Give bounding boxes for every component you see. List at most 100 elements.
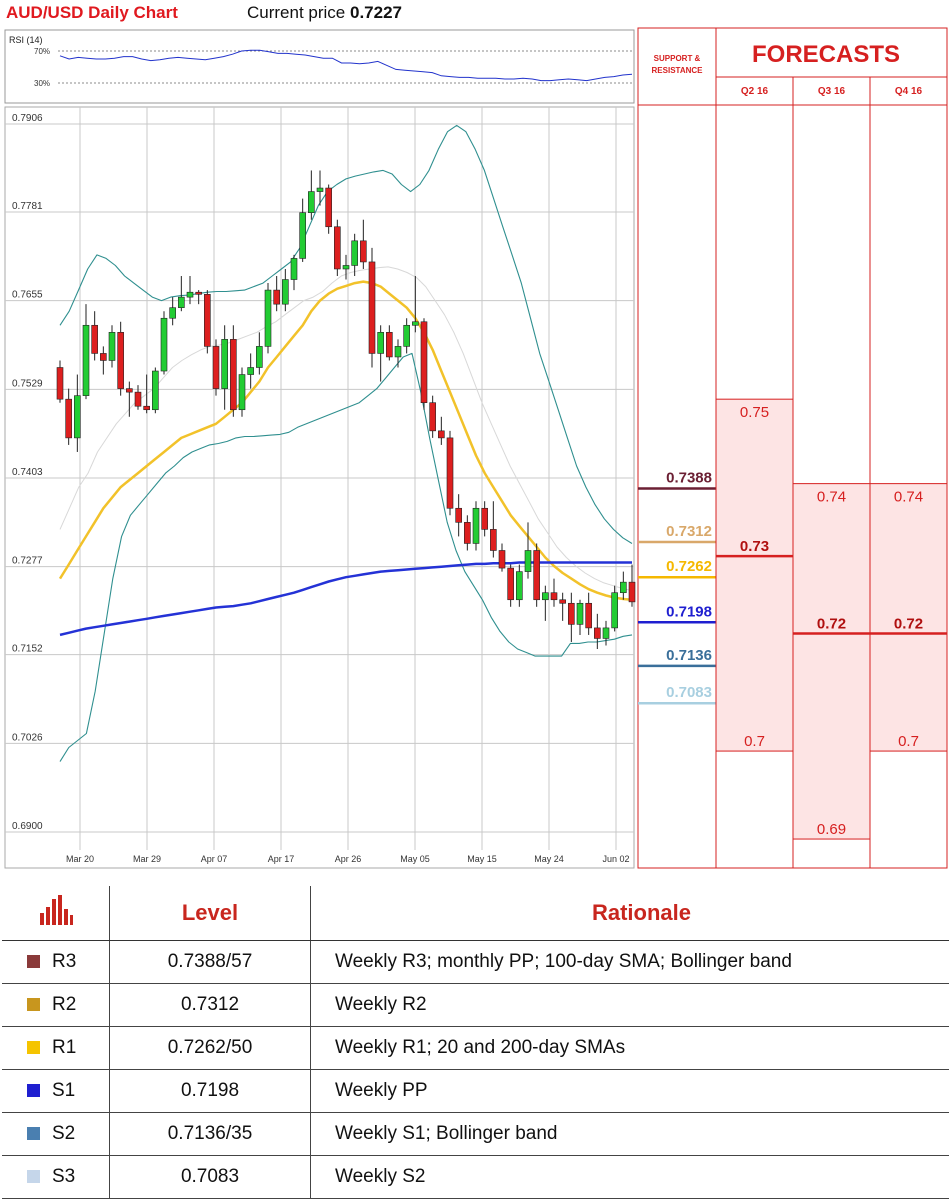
sr-level-label: 0.7262 [666,558,712,575]
candle [576,599,584,635]
candle-body [247,367,254,375]
candle-body [542,592,549,601]
candle [542,585,549,621]
candle [230,325,237,417]
candle [559,592,566,621]
sr-header-line2: RESISTANCE [652,66,704,75]
candle [325,184,332,234]
row-tag: R3 [2,940,110,984]
candle-body [56,367,64,400]
sr-level-label: 0.7136 [666,647,712,664]
candle [368,247,376,368]
forecast-high-label: 0.75 [740,404,769,421]
y-tick-label: 0.7529 [12,378,43,389]
table-row: R2 0.7312 Weekly R2 [2,983,949,1027]
candle-body [126,388,133,393]
candle-body [117,332,124,389]
x-tick-label: Mar 29 [133,854,161,864]
candle-body [221,339,228,389]
table-row: R1 0.7262/50 Weekly R1; 20 and 200-day SMA… [2,1026,949,1070]
candle-body [559,599,566,604]
candle-body [377,332,384,354]
candle-body [264,289,272,347]
candle [282,268,289,312]
candle-body [273,289,280,305]
forecast-low-label: 0.7 [744,733,765,750]
forecast-col-header: Q2 16 [741,86,769,97]
x-tick-label: Apr 26 [335,854,362,864]
candle-body [334,226,341,270]
candle [100,346,107,375]
candle [377,325,384,382]
levels-table-header: Level Rationale [2,886,949,941]
candle [256,332,263,375]
candle [455,494,462,537]
rsi-label: RSI (14) [9,35,43,45]
level-tag: S2 [52,1123,76,1144]
candle-body [455,507,462,523]
forecast-low-label: 0.69 [817,821,846,838]
candle-body [204,294,211,347]
candle [602,620,610,646]
candle [126,381,133,417]
candle-body [524,550,532,572]
candle [585,592,592,635]
candle [247,353,254,389]
levels-table: Level Rationale R3 0.7388/57 Weekly R3; mo… [2,886,949,1199]
sr-header-line1: SUPPORT & [654,54,701,63]
sr-level-label: 0.7198 [666,603,712,620]
candle [524,522,532,579]
y-tick-label: 0.7781 [12,201,43,212]
candle-body [82,324,90,396]
candle-body [342,265,350,270]
candle-body [472,507,480,544]
candle [342,254,350,280]
table-row: S1 0.7198 Weekly PP [2,1069,949,1113]
y-tick-label: 0.7026 [12,732,43,743]
forecast-high-label: 0.74 [817,489,846,506]
col-header-level: Level [109,886,311,941]
table-row: S3 0.7083 Weekly S2 [2,1155,949,1199]
candle [550,578,558,607]
candle-body [65,398,72,439]
candle [360,219,367,269]
table-row: R3 0.7388/57 Weekly R3; monthly PP; 100-da… [2,940,949,984]
level-rationale: Weekly R3; monthly PP; 100-day SMA; Boll… [310,940,949,984]
chart-title: AUD/USD Daily Chart [6,3,178,22]
candle-body [507,567,514,601]
candle [178,276,185,312]
forecast-range [869,483,948,752]
candle [91,311,98,361]
candle [446,430,454,516]
candle-body [282,279,289,305]
level-tag: R3 [52,951,77,972]
candle [516,564,523,607]
forecast-mid-label: 0.73 [740,538,769,555]
candle-body [360,240,367,263]
candle [594,613,601,650]
candle [117,321,124,396]
level-rationale: Weekly S2 [310,1155,949,1199]
candle [308,170,315,220]
candle-body [602,627,610,639]
forecasts-title: FORECASTS [752,41,900,68]
forecast-mid-label: 0.72 [894,616,923,633]
row-tag: R1 [2,1026,110,1070]
candle-body [195,291,202,295]
candle [351,233,358,277]
col-header-rationale: Rationale [310,886,949,941]
level-color-swatch [27,1084,40,1097]
candle-body [516,571,523,601]
candle-body [394,346,402,358]
current-price-value: 0.7227 [350,3,402,22]
level-rationale: Weekly PP [310,1069,949,1113]
level-rationale: Weekly S1; Bollinger band [310,1112,949,1156]
sr-level-label: 0.7083 [666,684,712,701]
candle-body [290,258,298,280]
level-tag: S3 [52,1166,76,1187]
candle [394,339,402,368]
candle-body [533,550,540,601]
candle [56,360,64,403]
candle-body [550,592,558,601]
level-color-swatch [27,998,40,1011]
